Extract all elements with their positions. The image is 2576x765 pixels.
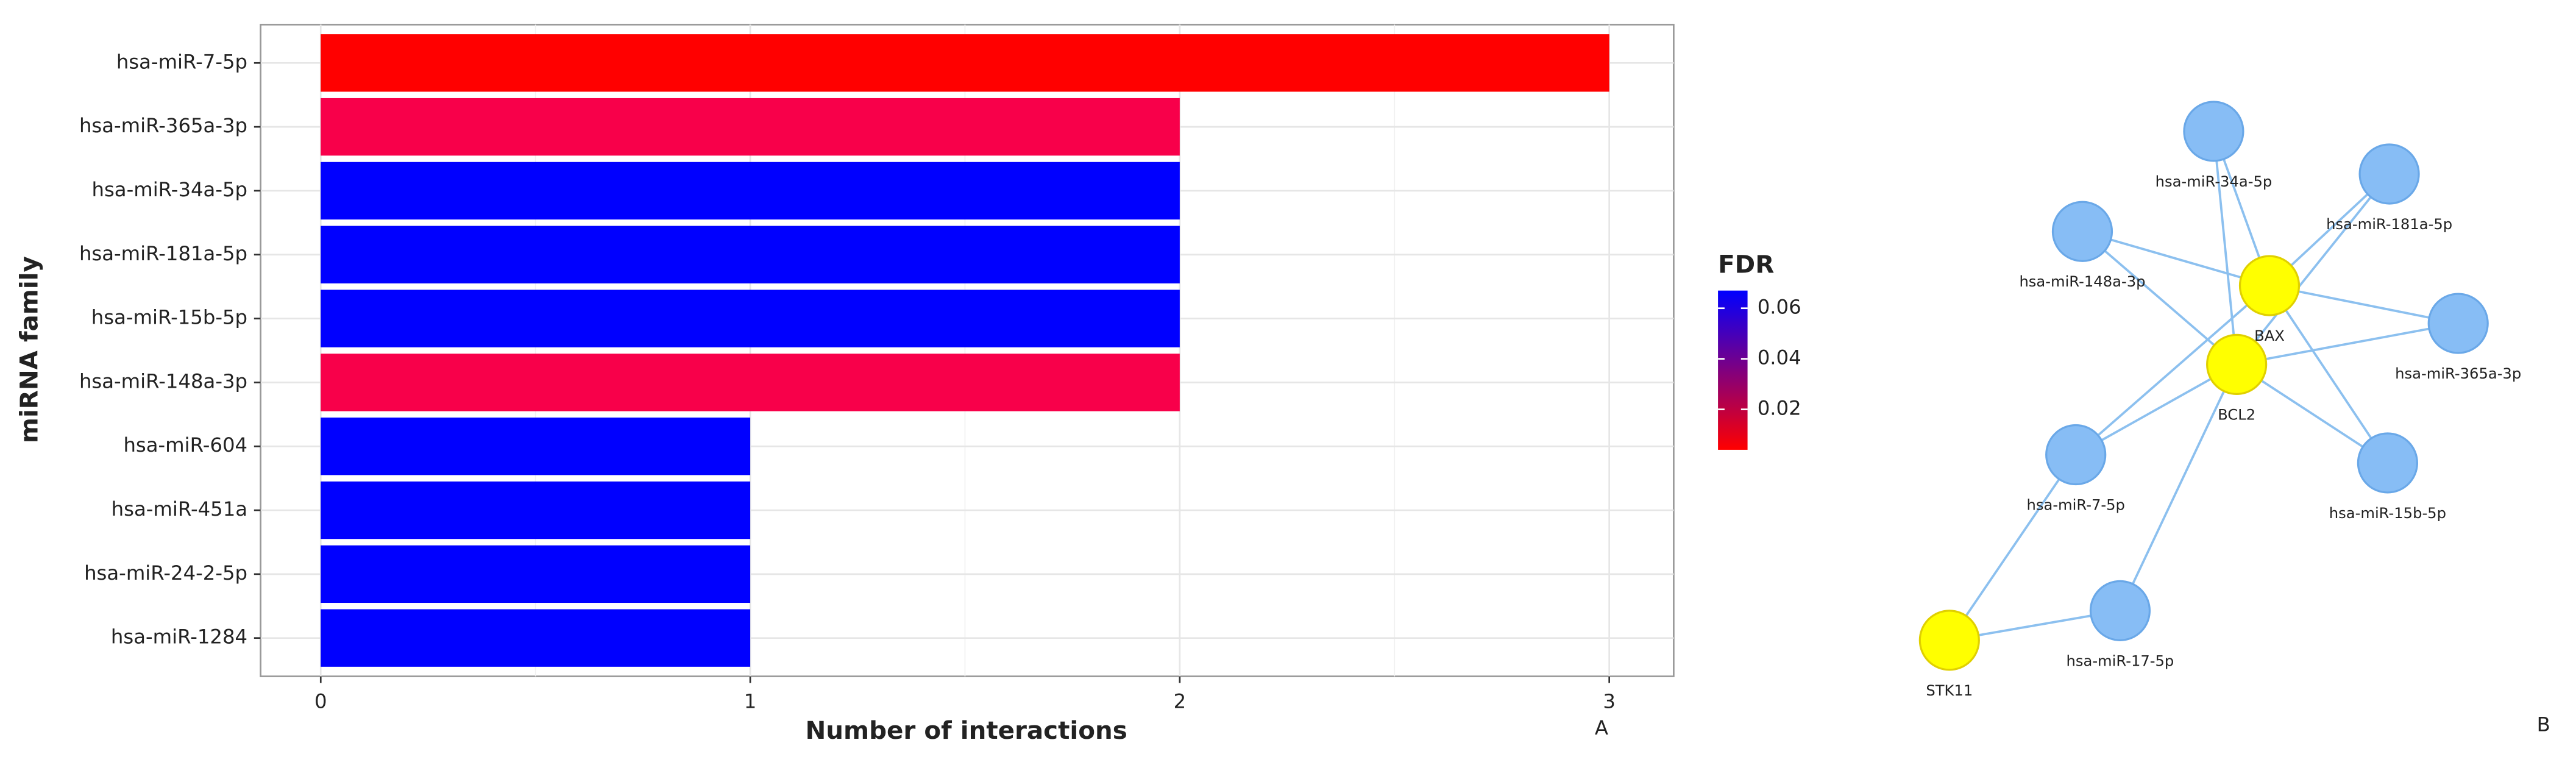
network-node xyxy=(2238,255,2301,316)
bar xyxy=(321,545,751,603)
panel-label: B xyxy=(2537,713,2550,736)
y-tick-label: hsa-miR-148a-3p xyxy=(79,369,247,393)
network-edge xyxy=(2268,285,2389,464)
colorbar-title: FDR xyxy=(1718,250,1774,279)
x-tick-label: 3 xyxy=(1603,690,1616,713)
bar xyxy=(321,609,751,667)
node-label: hsa-miR-365a-3p xyxy=(2395,365,2521,382)
node-label: hsa-miR-7-5p xyxy=(2027,496,2125,513)
network-node xyxy=(2051,201,2113,262)
network-edge xyxy=(2235,173,2391,366)
x-tick-label: 0 xyxy=(314,690,327,713)
node-label: hsa-miR-17-5p xyxy=(2067,652,2174,669)
colorbar-tick-label: 0.04 xyxy=(1758,346,1801,369)
node-label: BCL2 xyxy=(2218,406,2255,423)
bar xyxy=(321,418,751,475)
network-node xyxy=(2357,432,2418,494)
node-label: hsa-miR-148a-3p xyxy=(2019,273,2145,290)
network-node xyxy=(1918,610,1980,671)
x-tick-label: 1 xyxy=(744,690,757,713)
x-axis-title: Number of interactions xyxy=(806,716,1127,745)
network-node xyxy=(2358,143,2420,205)
y-tick-label: hsa-miR-365a-3p xyxy=(79,114,247,137)
y-tick-label: hsa-miR-15b-5p xyxy=(91,306,247,329)
network-node xyxy=(2206,333,2268,395)
bar xyxy=(321,481,751,539)
network-node xyxy=(2089,580,2151,641)
bar xyxy=(321,98,1180,156)
bar xyxy=(321,290,1180,347)
network-node xyxy=(2183,101,2244,162)
y-tick-label: hsa-miR-34a-5p xyxy=(91,178,247,201)
node-label: BAX xyxy=(2254,327,2285,344)
node-label: hsa-miR-181a-5p xyxy=(2326,216,2452,233)
bar xyxy=(321,162,1180,220)
network-node xyxy=(2427,293,2489,354)
network-edge xyxy=(2082,230,2270,287)
bar xyxy=(321,354,1180,411)
edges xyxy=(1948,130,2459,642)
network-edge xyxy=(2269,284,2459,325)
network-edge xyxy=(2119,364,2238,611)
node-label: hsa-miR-15b-5p xyxy=(2329,505,2446,522)
node-label: STK11 xyxy=(1926,682,1973,699)
panel-label: A xyxy=(1595,716,1608,739)
y-axis-title: miRNA family xyxy=(15,256,44,443)
y-tick-label: hsa-miR-24-2-5p xyxy=(84,561,247,585)
colorbar-tick-label: 0.06 xyxy=(1758,296,1801,319)
y-tick-label: hsa-miR-181a-5p xyxy=(79,242,247,265)
y-tick-label: hsa-miR-7-5p xyxy=(116,50,247,73)
colorbar xyxy=(1718,290,1748,450)
y-tick-label: hsa-miR-451a xyxy=(112,497,247,521)
network-node xyxy=(2045,424,2107,486)
bar xyxy=(321,34,1609,92)
network-edge xyxy=(1948,454,2077,641)
network-edge xyxy=(2212,131,2238,365)
x-tick-label: 2 xyxy=(1174,690,1187,713)
y-tick-label: hsa-miR-604 xyxy=(123,433,247,457)
bar xyxy=(321,226,1180,283)
node-label: hsa-miR-34a-5p xyxy=(2156,173,2273,190)
network-edge xyxy=(2074,285,2271,456)
y-tick-label: hsa-miR-1284 xyxy=(111,625,247,649)
colorbar-tick-label: 0.02 xyxy=(1758,397,1801,420)
network-edge xyxy=(2075,363,2238,456)
network-edge xyxy=(2081,230,2238,366)
network-edge xyxy=(2236,322,2459,366)
